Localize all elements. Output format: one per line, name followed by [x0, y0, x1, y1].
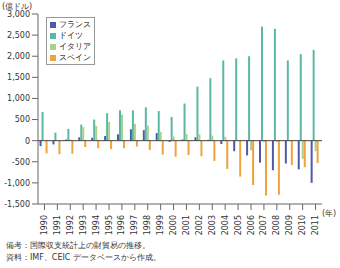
svg-text:1994: 1994: [92, 215, 101, 235]
svg-text:-1,000: -1,000: [8, 179, 30, 188]
svg-text:2005: 2005: [234, 215, 243, 235]
svg-text:2003: 2003: [208, 215, 217, 235]
svg-text:2000: 2000: [169, 215, 178, 235]
svg-text:2,500: 2,500: [8, 31, 30, 40]
svg-text:500: 500: [15, 115, 30, 124]
html-text:備考：国際収支統計上の財貿易の推移。: 備考：国際収支統計上の財貿易の推移。: [6, 241, 150, 250]
svg-text:2008: 2008: [272, 215, 281, 235]
svg-text:2,000: 2,000: [8, 52, 30, 61]
svg-text:0: 0: [25, 137, 30, 146]
svg-text:2009: 2009: [285, 215, 294, 235]
html-text:(億ドル): (億ドル): [2, 2, 33, 11]
svg-text:1,500: 1,500: [8, 73, 30, 82]
svg-text:1,000: 1,000: [8, 94, 30, 103]
svg-text:1993: 1993: [79, 215, 88, 235]
svg-text:2002: 2002: [195, 215, 204, 235]
html-text:フランス: フランス: [59, 20, 91, 29]
svg-text:1996: 1996: [117, 215, 126, 235]
html-text:イタリア: イタリア: [59, 42, 91, 51]
html-text:資料：IMF、CEIC データベースから作成。: 資料：IMF、CEIC データベースから作成。: [6, 253, 161, 262]
svg-text:2007: 2007: [259, 215, 268, 235]
svg-text:1998: 1998: [143, 215, 152, 235]
html-text:(年): (年): [322, 209, 337, 218]
svg-text:1997: 1997: [130, 215, 139, 235]
svg-text:1999: 1999: [156, 215, 165, 235]
svg-text:-500: -500: [12, 158, 30, 167]
svg-text:1990: 1990: [40, 215, 49, 235]
html-text:スペイン: スペイン: [59, 53, 91, 62]
svg-text:2004: 2004: [221, 215, 230, 235]
svg-text:2011: 2011: [311, 215, 320, 235]
svg-text:1992: 1992: [66, 215, 75, 235]
svg-text:1991: 1991: [53, 215, 62, 235]
svg-text:2001: 2001: [182, 215, 191, 235]
svg-text:3,000: 3,000: [8, 10, 30, 19]
svg-text:2006: 2006: [247, 215, 256, 235]
svg-text:-1,500: -1,500: [8, 200, 30, 209]
svg-text:1995: 1995: [105, 215, 114, 235]
svg-text:2010: 2010: [298, 215, 307, 235]
html-text:ドイツ: ドイツ: [59, 31, 83, 40]
